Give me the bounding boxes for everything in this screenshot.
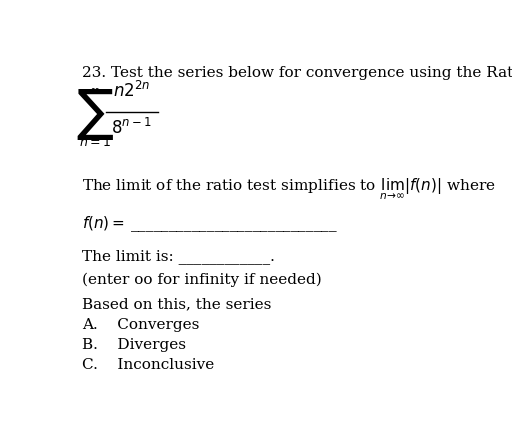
Text: The limit is: ____________.: The limit is: ____________. xyxy=(82,249,275,264)
Text: $8^{n-1}$: $8^{n-1}$ xyxy=(111,118,152,138)
Text: A.    Converges: A. Converges xyxy=(82,318,199,332)
Text: $\sum$: $\sum$ xyxy=(76,87,114,142)
Text: 23. Test the series below for convergence using the Ratio Test.: 23. Test the series below for convergenc… xyxy=(82,66,512,80)
Text: C.    Inconclusive: C. Inconclusive xyxy=(82,358,214,372)
Text: Based on this, the series: Based on this, the series xyxy=(82,297,271,311)
Text: $n2^{2n}$: $n2^{2n}$ xyxy=(113,81,150,101)
Text: B.    Diverges: B. Diverges xyxy=(82,338,186,352)
Text: The limit of the ratio test simplifies to $\lim_{n\to\infty}|f(n)|$ where: The limit of the ratio test simplifies t… xyxy=(82,177,496,202)
Text: $n=1$: $n=1$ xyxy=(79,136,111,149)
Text: $f(n) =\,$___________________________: $f(n) =\,$___________________________ xyxy=(82,214,338,234)
Text: $\infty$: $\infty$ xyxy=(90,83,100,96)
Text: (enter oo for infinity if needed): (enter oo for infinity if needed) xyxy=(82,272,322,287)
